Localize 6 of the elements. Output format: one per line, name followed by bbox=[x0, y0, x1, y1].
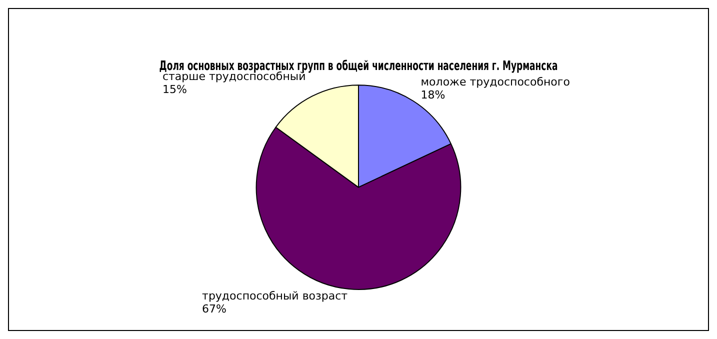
chart-title: Доля основных возрастных групп в общей численности населения г. Мурманска bbox=[159, 58, 558, 74]
data-label: 15% bbox=[162, 83, 187, 96]
data-label: 18% bbox=[420, 88, 446, 102]
slice-label: трудоспособный возраст bbox=[202, 289, 348, 302]
slice-label: моложе трудоспособного bbox=[420, 76, 570, 89]
data-label: 67% bbox=[202, 302, 226, 316]
